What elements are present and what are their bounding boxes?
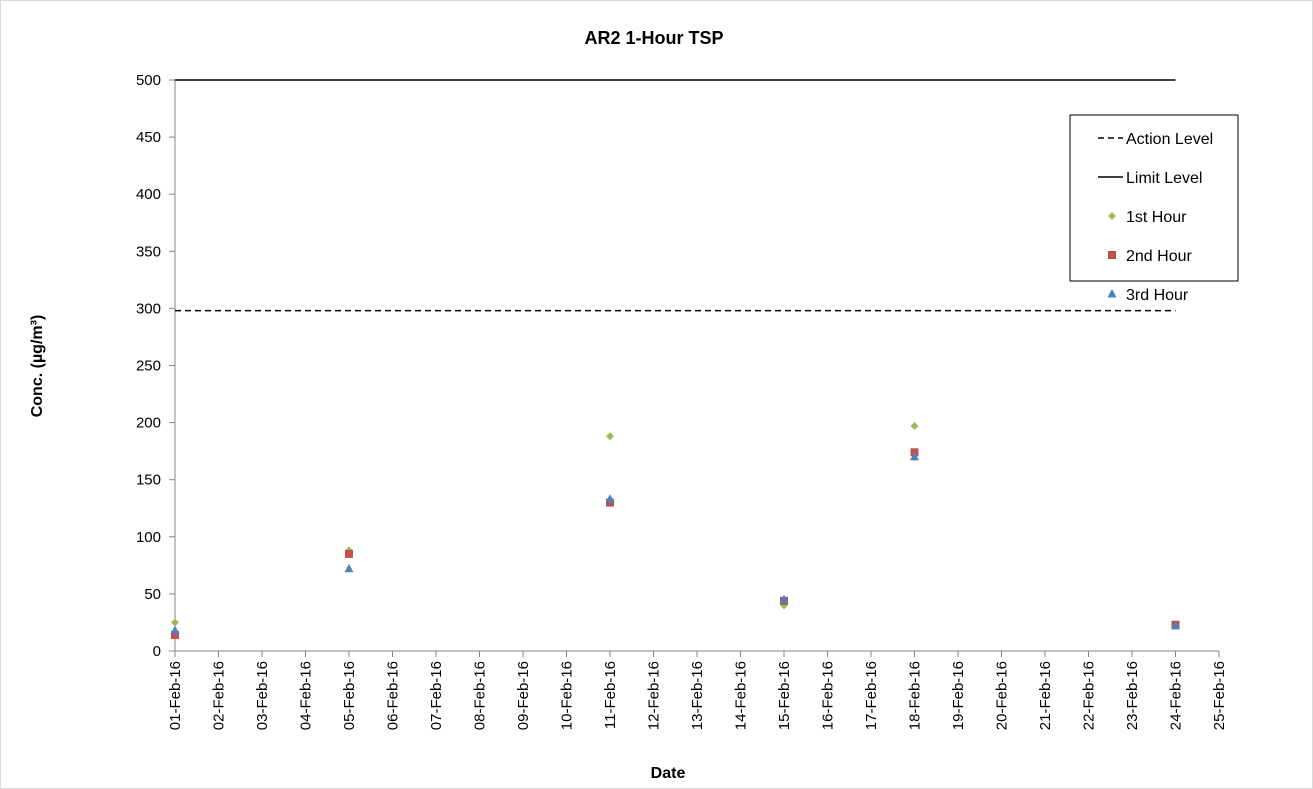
x-tick-label: 11-Feb-16: [602, 661, 619, 729]
x-tick-label: 20-Feb-16: [994, 661, 1011, 730]
x-tick-label: 14-Feb-16: [733, 661, 750, 730]
legend-entry-label: 3rd Hour: [1126, 287, 1189, 304]
y-tick-label: 150: [136, 472, 161, 489]
data-point-series-3: [779, 594, 789, 604]
y-tick-label: 200: [136, 415, 161, 432]
data-point-series-2: [171, 631, 179, 640]
x-tick-label: 05-Feb-16: [341, 661, 358, 730]
legend: Action Level Limit Level 1st Hour 2nd Hour 3…: [1069, 114, 1239, 304]
x-tick-label: 22-Feb-16: [1081, 661, 1098, 730]
x-tick-label: 24-Feb-16: [1168, 661, 1185, 730]
x-tick-label: 07-Feb-16: [428, 661, 445, 730]
y-tick-label: 100: [136, 529, 161, 546]
data-point-series-3: [910, 451, 919, 461]
x-tick-label: 12-Feb-16: [646, 661, 663, 730]
x-tick-label: 10-Feb-16: [559, 661, 576, 730]
y-tick-label: 50: [144, 586, 161, 603]
x-tick-label: 09-Feb-16: [515, 661, 532, 730]
y-tick-label: 0: [153, 643, 161, 660]
legend-entry-label: 1st Hour: [1126, 209, 1187, 226]
x-tick-label: 04-Feb-16: [298, 661, 315, 730]
x-tick-label: 23-Feb-16: [1124, 661, 1141, 730]
x-tick-label: 16-Feb-16: [820, 661, 837, 730]
x-tick-label: 17-Feb-16: [863, 661, 880, 730]
plot-area: 0 50 100 150 200 250 300 350 400 450 500 01-Feb-16 0…: [136, 72, 1228, 730]
x-tick-label: 13-Feb-16: [689, 661, 706, 730]
legend-marker-triangle: [1107, 289, 1117, 298]
data-point-series-3: [344, 563, 354, 573]
data-point-series-1: [910, 422, 919, 431]
x-axis-title: Date: [651, 765, 686, 782]
x-tick-label: 21-Feb-16: [1037, 661, 1054, 730]
y-tick-label: 350: [136, 243, 161, 260]
x-tick-label: 19-Feb-16: [950, 661, 967, 730]
y-tick-label: 300: [136, 300, 161, 317]
y-tick-label: 250: [136, 358, 161, 375]
legend-entry-label: 2nd Hour: [1126, 248, 1192, 265]
y-tick-label: 450: [136, 129, 161, 146]
data-point-series-1: [171, 618, 179, 627]
x-tick-label: 08-Feb-16: [472, 661, 489, 730]
x-tick-label: 01-Feb-16: [167, 661, 184, 730]
legend-marker-square: [1108, 251, 1116, 259]
legend-marker-diamond: [1108, 212, 1116, 220]
data-point-series-2: [345, 549, 353, 558]
data-point-series-1: [606, 432, 614, 441]
x-tick-label: 06-Feb-16: [385, 661, 402, 730]
data-point-series-3: [170, 625, 180, 634]
data-point-series-3: [1171, 620, 1180, 630]
y-tick-label: 500: [136, 72, 161, 89]
data-point-series-3: [605, 494, 615, 503]
x-tick-label: 15-Feb-16: [776, 661, 793, 730]
y-axis-title: Conc. (µg/m³): [29, 315, 46, 418]
y-tick-label: 400: [136, 186, 161, 203]
x-tick-label: 25-Feb-16: [1211, 661, 1228, 730]
chart-title: AR2 1-Hour TSP: [584, 28, 723, 48]
x-tick-label: 02-Feb-16: [211, 661, 228, 730]
x-tick-label: 03-Feb-16: [254, 661, 271, 730]
legend-entry-label: Action Level: [1126, 131, 1213, 148]
legend-box: [1069, 114, 1239, 282]
legend-entry-label: Limit Level: [1126, 170, 1202, 187]
x-tick-label: 18-Feb-16: [907, 661, 924, 730]
